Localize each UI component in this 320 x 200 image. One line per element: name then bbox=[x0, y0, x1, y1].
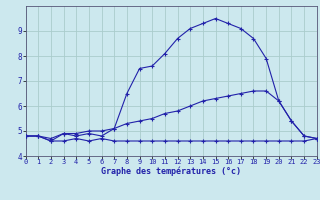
X-axis label: Graphe des températures (°c): Graphe des températures (°c) bbox=[101, 167, 241, 176]
